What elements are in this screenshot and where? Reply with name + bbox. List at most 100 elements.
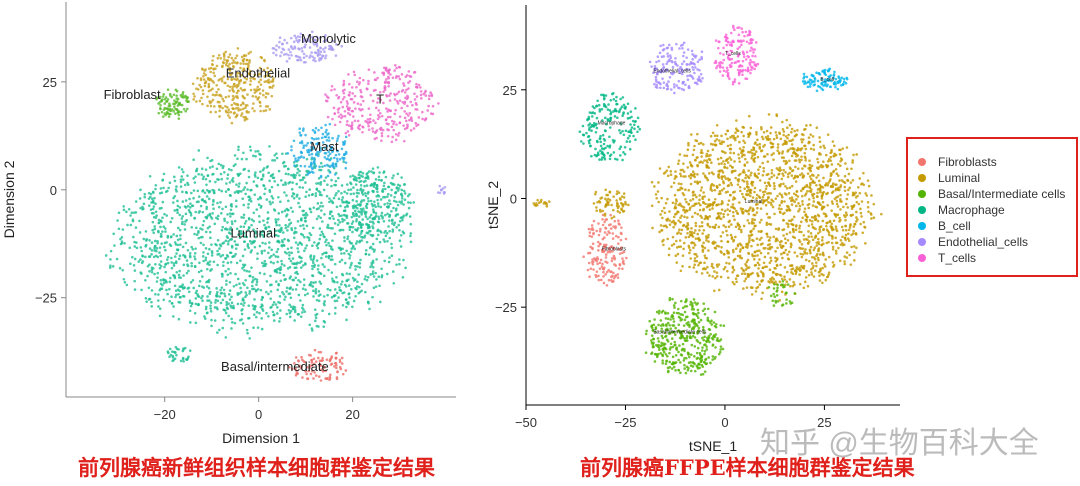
point [239, 114, 243, 117]
point [243, 235, 246, 238]
point [228, 298, 232, 301]
point [257, 80, 261, 84]
point [212, 54, 215, 58]
point [667, 253, 671, 257]
point [225, 110, 228, 114]
point [253, 308, 257, 311]
point [336, 370, 339, 374]
point [378, 115, 381, 119]
point [195, 169, 198, 173]
point [239, 232, 243, 236]
point [713, 246, 717, 250]
point [801, 203, 804, 206]
point [715, 275, 719, 278]
point [292, 139, 296, 143]
point [687, 246, 691, 249]
point [227, 111, 230, 114]
point [224, 336, 228, 339]
point [310, 156, 314, 159]
point [660, 229, 663, 232]
point [355, 285, 359, 288]
point [804, 258, 808, 262]
point [751, 209, 755, 213]
point [790, 199, 793, 203]
point [839, 193, 842, 197]
point [227, 293, 231, 296]
point [130, 211, 134, 214]
point [230, 168, 233, 172]
y-tick-label: −25 [35, 291, 57, 306]
point [726, 161, 730, 164]
point [841, 228, 845, 232]
point [233, 240, 237, 243]
point [371, 99, 375, 103]
point [239, 259, 242, 262]
point [327, 132, 330, 135]
point [211, 79, 214, 83]
point [793, 236, 797, 240]
point [329, 147, 333, 150]
point [155, 280, 159, 283]
point [227, 267, 230, 271]
point [619, 238, 623, 242]
point [742, 269, 746, 273]
point [755, 237, 759, 240]
point [589, 228, 593, 231]
point [680, 228, 684, 232]
point [277, 169, 281, 173]
point [228, 69, 232, 72]
point [386, 134, 390, 138]
point [230, 327, 233, 330]
point [150, 270, 154, 274]
point [800, 172, 804, 175]
point [617, 235, 620, 239]
point [224, 104, 227, 108]
point [189, 321, 192, 324]
point [272, 253, 275, 256]
point [715, 271, 719, 274]
point [230, 212, 234, 216]
point [810, 262, 814, 265]
point [282, 53, 286, 56]
point [287, 53, 290, 57]
cluster-label: Luminal [230, 225, 276, 240]
point [686, 166, 690, 169]
point [207, 197, 211, 201]
point [278, 316, 282, 320]
point [328, 212, 332, 216]
point [365, 278, 369, 282]
point [157, 218, 161, 222]
point [312, 206, 316, 209]
point [246, 331, 249, 335]
point [591, 242, 595, 246]
point [207, 191, 211, 194]
point [194, 297, 198, 300]
point [285, 252, 289, 255]
point [772, 174, 776, 177]
point [178, 206, 182, 209]
point [765, 129, 769, 133]
point [176, 243, 180, 247]
point [321, 263, 325, 266]
point [299, 232, 303, 236]
point [764, 136, 768, 139]
point [818, 140, 822, 144]
point [221, 207, 224, 211]
point [335, 205, 339, 209]
point [768, 261, 772, 265]
point [823, 146, 826, 150]
point [302, 144, 306, 147]
point [786, 270, 789, 274]
point [613, 275, 617, 278]
point [267, 225, 271, 229]
point [611, 232, 615, 235]
point [147, 286, 151, 290]
point [707, 249, 710, 252]
point [295, 55, 299, 58]
point [325, 139, 329, 142]
point [190, 204, 194, 208]
point [325, 251, 328, 255]
point [819, 153, 822, 156]
point [713, 188, 717, 192]
point [238, 182, 241, 185]
